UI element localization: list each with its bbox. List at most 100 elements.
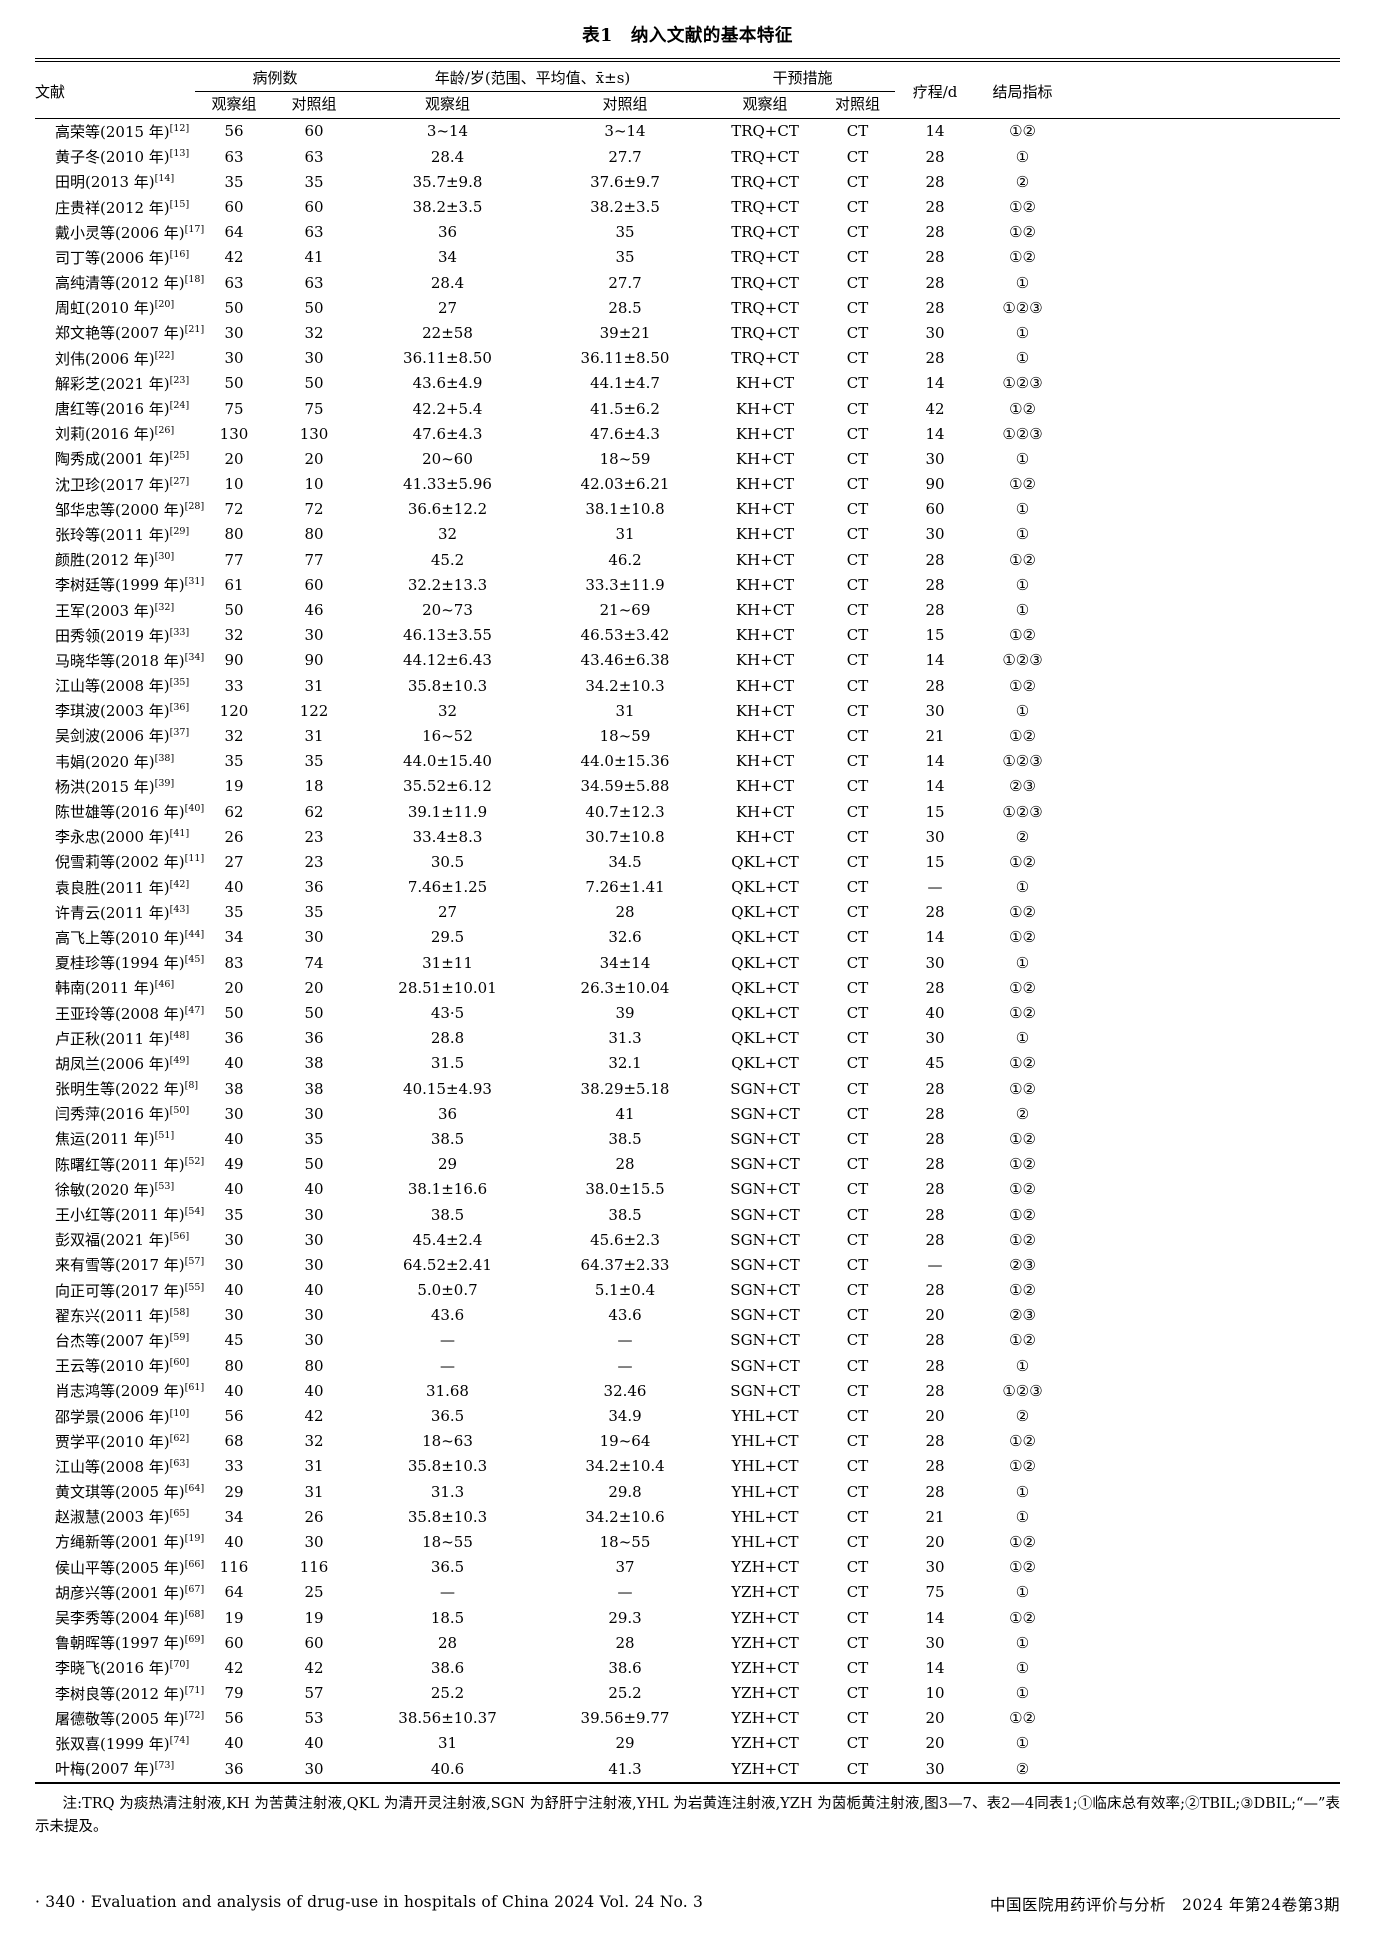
outcome-cell: ② — [1015, 1407, 1030, 1426]
cases-observation-cell: 83 — [224, 953, 244, 972]
cases-control-cell: 74 — [304, 953, 324, 972]
reference-marker: [55] — [184, 1281, 205, 1293]
reference-marker: [34] — [184, 651, 205, 663]
literature-cell: 闫秀萍(2016 年)[50] — [55, 1105, 190, 1124]
cases-observation-cell: 72 — [224, 500, 244, 519]
intervention-control-cell: CT — [846, 1255, 869, 1274]
age-control-cell: 38.5 — [608, 1205, 642, 1224]
age-control-cell: 28 — [615, 1633, 635, 1652]
cases-observation-cell: 63 — [224, 273, 244, 292]
reference-marker: [42] — [169, 878, 190, 890]
intervention-control-cell: CT — [846, 1230, 869, 1249]
table-row: 黄子冬(2010 年)[13] 63 63 28.4 27.7 TRQ+CT CT 28 ① — [35, 145, 1340, 170]
table-row: 刘莉(2016 年)[26] 130 130 47.6±4.3 47.6±4.3 KH+C… — [35, 422, 1340, 447]
course-cell: 28 — [925, 273, 945, 292]
cases-observation-cell: 79 — [224, 1684, 244, 1703]
reference-marker: [45] — [184, 954, 205, 966]
table-row: 陈曙红等(2011 年)[52] 49 50 29 28 SGN+CT CT 28 ①② — [35, 1152, 1340, 1177]
cases-observation-cell: 32 — [224, 626, 244, 645]
cases-observation-cell: 42 — [224, 248, 244, 267]
course-cell: 21 — [925, 726, 945, 745]
cases-observation-cell: 40 — [224, 1281, 244, 1300]
intervention-observation-cell: KH+CT — [735, 802, 795, 821]
intervention-observation-cell: YZH+CT — [731, 1684, 799, 1703]
age-control-cell: 41 — [615, 1104, 635, 1123]
course-cell: 14 — [925, 374, 945, 393]
age-observation-cell: — — [440, 1331, 456, 1350]
table-row: 戴小灵等(2006 年)[17] 64 63 36 35 TRQ+CT CT 28 ①② — [35, 220, 1340, 245]
cases-control-cell: 60 — [304, 122, 324, 141]
table-body: 高荣等(2015 年)[12] 56 60 3~14 3~14 TRQ+CT CT 14 ①② 黄… — [35, 119, 1340, 1783]
cases-observation-cell: 120 — [219, 701, 249, 720]
course-cell: — — [927, 878, 943, 897]
cases-observation-cell: 50 — [224, 1004, 244, 1023]
outcome-cell: ①②③ — [1002, 651, 1043, 670]
course-cell: 30 — [925, 525, 945, 544]
reference-marker: [57] — [184, 1256, 205, 1268]
cases-control-cell: 32 — [304, 1432, 324, 1451]
age-control-cell: 34.2±10.3 — [585, 676, 665, 695]
reference-marker: [67] — [184, 1583, 205, 1595]
outcome-cell: ①② — [1009, 978, 1036, 997]
spacer-cell — [1070, 1605, 1340, 1630]
literature-cell: 陶秀成(2001 年)[25] — [55, 450, 190, 469]
age-observation-cell: 31.3 — [430, 1482, 465, 1501]
table-row: 沈卫珍(2017 年)[27] 10 10 41.33±5.96 42.03±6.21 K… — [35, 472, 1340, 497]
table-row: 田明(2013 年)[14] 35 35 35.7±9.8 37.6±9.7 TRQ+CT… — [35, 170, 1340, 195]
course-cell: 21 — [925, 1507, 945, 1526]
spacer-cell — [1070, 1530, 1340, 1555]
cases-observation-cell: 45 — [224, 1331, 244, 1350]
cases-observation-cell: 63 — [224, 147, 244, 166]
intervention-control-cell: CT — [846, 953, 869, 972]
age-control-cell: 43.46±6.38 — [580, 651, 670, 670]
intervention-observation-cell: KH+CT — [735, 676, 795, 695]
cases-observation-cell: 33 — [224, 676, 244, 695]
outcome-cell: ①② — [1009, 1205, 1036, 1224]
table-row: 台杰等(2007 年)[59] 45 30 — — SGN+CT CT 28 ①② — [35, 1328, 1340, 1353]
outcome-cell: ①② — [1009, 550, 1036, 569]
age-observation-cell: 38.5 — [430, 1205, 465, 1224]
cases-observation-cell: 130 — [219, 424, 249, 443]
outcome-cell: ①② — [1009, 1281, 1036, 1300]
age-observation-cell: 40.15±4.93 — [403, 1079, 492, 1098]
outcome-cell: ①② — [1009, 852, 1036, 871]
age-observation-cell: 35.52±6.12 — [403, 777, 492, 796]
age-observation-cell: 36.6±12.2 — [407, 500, 488, 519]
literature-cell: 马晓华等(2018 年)[34] — [55, 651, 205, 670]
intervention-observation-cell: KH+CT — [735, 475, 795, 494]
spacer-cell — [1070, 422, 1340, 447]
reference-marker: [30] — [154, 551, 175, 563]
reference-marker: [73] — [154, 1760, 175, 1772]
course-cell: 14 — [925, 1658, 945, 1677]
age-observation-cell: 28.4 — [430, 273, 465, 292]
cases-control-cell: 30 — [304, 626, 324, 645]
cases-control-cell: 30 — [304, 1230, 324, 1249]
spacer-cell — [1070, 195, 1340, 220]
course-cell: 28 — [925, 676, 945, 695]
intervention-control-cell: CT — [846, 903, 869, 922]
course-cell: 14 — [925, 752, 945, 771]
age-control-cell: 34.2±10.6 — [585, 1507, 665, 1526]
header-intervention-control: 对照组 — [835, 95, 881, 114]
reference-marker: [71] — [184, 1684, 205, 1696]
course-cell: 20 — [925, 1709, 945, 1728]
reference-marker: [69] — [184, 1634, 205, 1646]
spacer-cell — [1070, 1177, 1340, 1202]
table-row: 卢正秋(2011 年)[48] 36 36 28.8 31.3 QKL+CT CT 30 ① — [35, 1026, 1340, 1051]
intervention-observation-cell: QKL+CT — [731, 852, 799, 871]
outcome-cell: ①② — [1009, 903, 1036, 922]
table-row: 屠德敬等(2005 年)[72] 56 53 38.56±10.37 39.56±9.7… — [35, 1706, 1340, 1731]
spacer-cell — [1070, 724, 1340, 749]
age-control-cell: 39.56±9.77 — [580, 1709, 670, 1728]
age-observation-cell: 30.5 — [430, 852, 465, 871]
cases-control-cell: 42 — [304, 1658, 324, 1677]
outcome-cell: ①② — [1009, 1432, 1036, 1451]
intervention-observation-cell: SGN+CT — [730, 1104, 800, 1123]
cases-control-cell: 62 — [304, 802, 324, 821]
course-cell: 30 — [925, 1759, 945, 1778]
course-cell: 30 — [925, 1029, 945, 1048]
table-row: 解彩芝(2021 年)[23] 50 50 43.6±4.9 44.1±4.7 KH+CT… — [35, 371, 1340, 396]
reference-marker: [37] — [169, 727, 190, 739]
course-cell: 28 — [925, 223, 945, 242]
outcome-cell: ①② — [1009, 1457, 1036, 1476]
